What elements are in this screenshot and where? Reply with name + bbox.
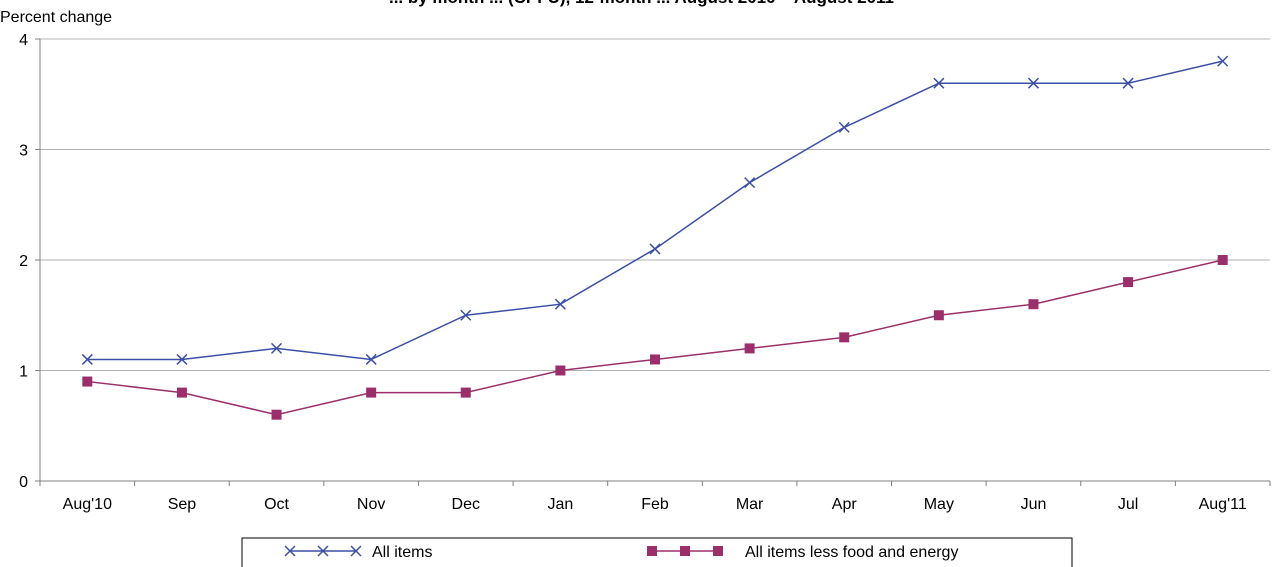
marker-x-stroke	[649, 243, 661, 255]
y-tick-label: 1	[19, 364, 28, 381]
marker-square	[555, 365, 566, 376]
x-tick-label: Dec	[452, 496, 480, 513]
axes	[35, 38, 1271, 486]
marker-x	[284, 545, 296, 557]
y-tick-label: 3	[19, 143, 28, 160]
x-tick-label: Jun	[1021, 496, 1047, 513]
marker-square	[1217, 255, 1228, 265]
series-line	[87, 259, 1223, 416]
marker-x	[271, 342, 283, 354]
marker-x	[1217, 55, 1229, 67]
marker-x-stroke	[284, 545, 296, 557]
x-tick-label: Sep	[168, 496, 197, 513]
marker-x	[554, 298, 566, 310]
marker-x-stroke	[1027, 77, 1039, 89]
x-tick-label: Feb	[641, 496, 669, 513]
y-tick-labels: 0 1 2 3 4	[19, 32, 28, 491]
marker-x	[744, 177, 756, 189]
marker-x	[933, 77, 945, 89]
marker-square	[713, 546, 723, 556]
marker-square	[1123, 277, 1134, 288]
y-tick-label: 4	[19, 32, 28, 49]
marker-square	[366, 387, 377, 398]
marker-x-stroke	[271, 342, 283, 354]
legend-item: All items	[284, 544, 432, 561]
marker-square	[839, 332, 850, 343]
marker-square	[933, 310, 944, 321]
marker-x-stroke	[176, 353, 188, 365]
x-tick-label: May	[924, 496, 954, 513]
series-core	[82, 255, 1228, 420]
marker-x-stroke	[744, 177, 756, 189]
marker-square	[744, 343, 755, 354]
marker-x	[1027, 77, 1039, 89]
marker-x	[176, 353, 188, 365]
marker-square	[647, 546, 657, 556]
marker-x	[350, 545, 362, 557]
marker-square	[680, 546, 690, 556]
marker-x	[838, 121, 850, 133]
marker-square	[460, 387, 471, 398]
marker-x	[460, 309, 472, 321]
marker-x-stroke	[317, 545, 329, 557]
marker-square	[176, 387, 187, 398]
marker-square	[650, 354, 660, 365]
x-tick-label: Aug'11	[1199, 496, 1247, 513]
marker-x-stroke	[1217, 55, 1229, 67]
marker-x-stroke	[350, 545, 362, 557]
x-tick-label: Oct	[264, 496, 289, 513]
marker-x-stroke	[554, 298, 566, 310]
marker-x-stroke	[1122, 77, 1134, 89]
chart-title: ... by month ... (CPI-U), 12-month ... A…	[0, 0, 1283, 8]
series-group	[81, 55, 1229, 420]
marker-square	[82, 376, 93, 387]
series-line	[87, 60, 1223, 361]
y-axis-title: Percent change	[0, 9, 112, 26]
legend-item: All items less food and energy	[647, 544, 958, 561]
marker-x-stroke	[81, 353, 93, 365]
marker-x-stroke	[933, 77, 945, 89]
x-tick-label: Jul	[1118, 496, 1138, 513]
series-all-items	[81, 55, 1229, 365]
x-tick-label: Mar	[736, 496, 764, 513]
x-tick-labels: Aug'10 Sep Oct Nov Dec Jan Feb Mar Apr May Jun Jul A…	[63, 496, 1247, 513]
marker-x-stroke	[460, 309, 472, 321]
marker-x	[1122, 77, 1134, 89]
legend-label: All items less food and energy	[745, 544, 958, 561]
marker-x-stroke	[838, 121, 850, 133]
x-tick-label: Apr	[832, 496, 858, 513]
marker-x-stroke	[365, 353, 377, 365]
marker-square	[1028, 299, 1039, 310]
x-tick-label: Jan	[547, 496, 573, 513]
legend: All items All items less food and energy	[241, 537, 1073, 567]
marker-x	[365, 353, 377, 365]
x-tick-label: Nov	[357, 496, 385, 513]
legend-label: All items	[372, 544, 432, 561]
y-tick-label: 2	[19, 253, 28, 270]
gridlines	[40, 38, 1270, 482]
x-tick-label: Aug'10	[63, 496, 112, 513]
marker-x	[81, 353, 93, 365]
marker-x	[317, 545, 329, 557]
marker-square	[271, 409, 282, 420]
marker-x	[649, 243, 661, 255]
y-tick-label: 0	[19, 474, 28, 491]
